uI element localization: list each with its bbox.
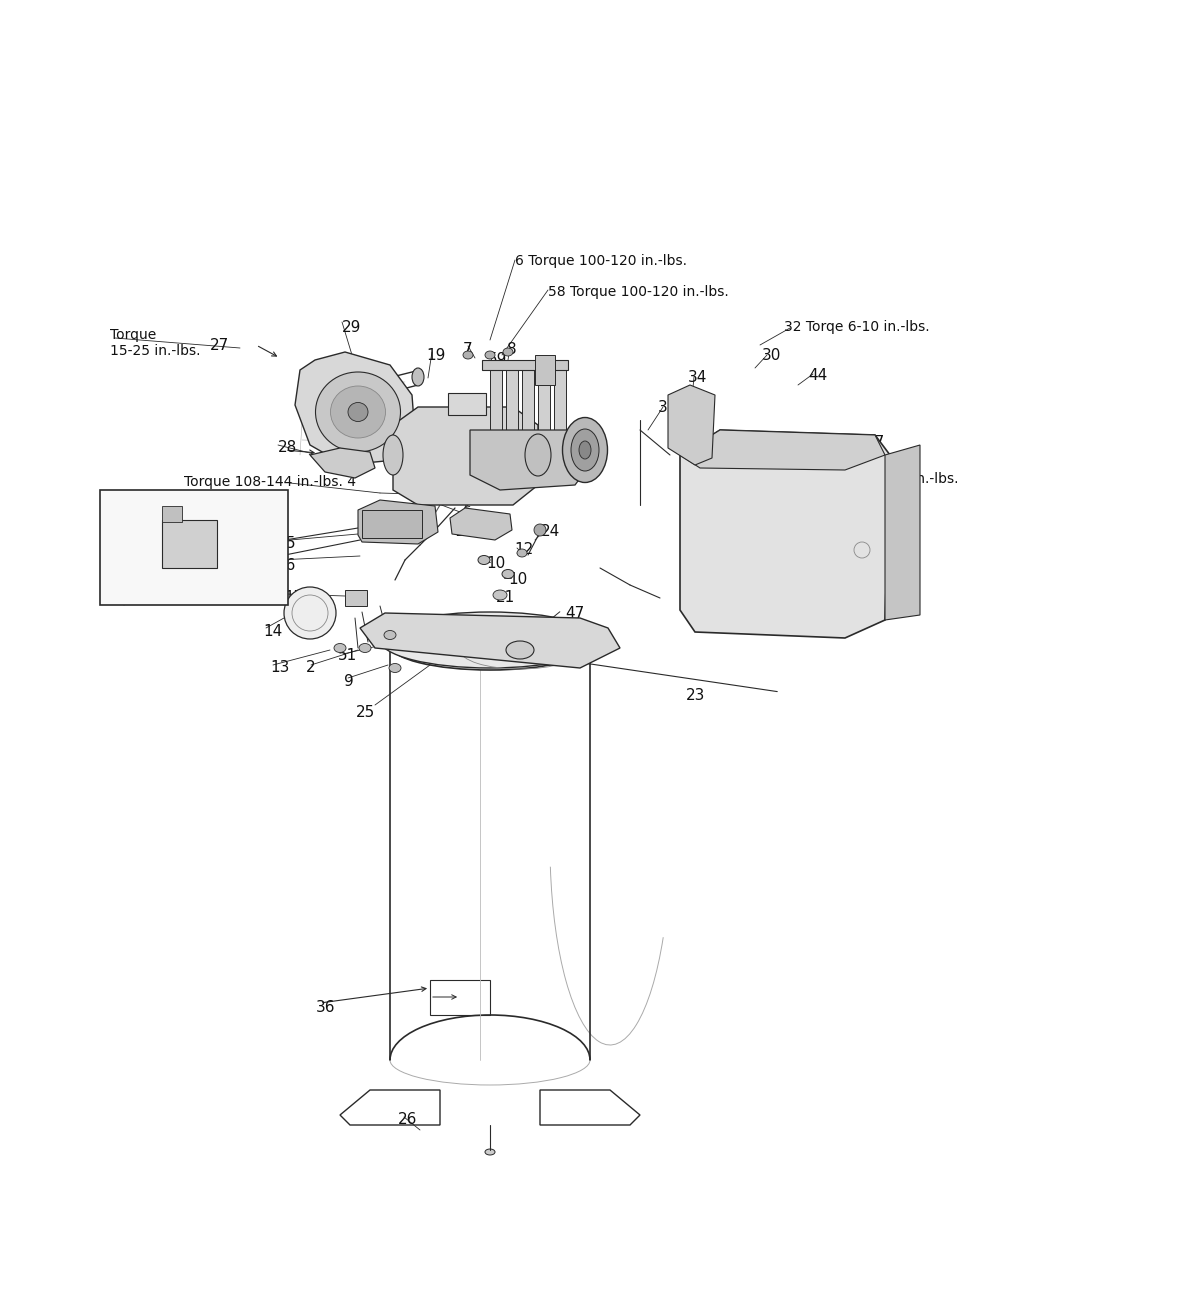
Text: 45: 45 [212, 510, 232, 525]
Text: 27: 27 [210, 338, 229, 353]
Ellipse shape [348, 402, 368, 422]
Circle shape [284, 586, 336, 639]
Ellipse shape [502, 570, 514, 579]
Text: 15-25 in.-lbs.: 15-25 in.-lbs. [110, 344, 200, 358]
Polygon shape [482, 360, 568, 370]
Bar [362, 510, 422, 538]
Text: 25: 25 [356, 705, 376, 721]
Text: 34: 34 [688, 370, 707, 385]
Text: 6 Torque 100-120 in.-lbs.: 6 Torque 100-120 in.-lbs. [515, 254, 686, 268]
Text: 3: 3 [410, 490, 420, 505]
Text: Torque: Torque [110, 327, 156, 342]
Text: 14: 14 [263, 624, 282, 639]
Text: 59: 59 [488, 352, 508, 367]
Text: 23: 23 [686, 688, 706, 703]
Polygon shape [310, 449, 374, 478]
Text: 10: 10 [486, 556, 505, 571]
Text: 13: 13 [270, 660, 289, 675]
Bar [162, 507, 182, 522]
Text: 5: 5 [286, 536, 295, 550]
Text: 17: 17 [284, 590, 304, 605]
Text: 33: 33 [658, 400, 678, 415]
Text: 7: 7 [463, 342, 473, 357]
Text: 44: 44 [808, 367, 827, 383]
Text: 58 Torque 100-120 in.-lbs.: 58 Torque 100-120 in.-lbs. [548, 285, 728, 299]
Ellipse shape [380, 612, 600, 668]
Text: 8: 8 [508, 342, 517, 357]
Text: 10: 10 [508, 572, 527, 586]
Polygon shape [450, 508, 512, 540]
Polygon shape [668, 385, 715, 465]
Text: Torque 108-144 in.-lbs. 4: Torque 108-144 in.-lbs. 4 [184, 476, 356, 489]
Ellipse shape [493, 590, 508, 599]
Text: customer: customer [119, 526, 185, 540]
Ellipse shape [334, 643, 346, 652]
Polygon shape [680, 431, 890, 638]
Polygon shape [522, 360, 534, 431]
Polygon shape [886, 445, 920, 620]
Text: For: For [119, 510, 140, 525]
Text: 32 Torqe 6-10 in.-lbs.: 32 Torqe 6-10 in.-lbs. [784, 320, 930, 334]
Text: 18: 18 [454, 525, 473, 539]
Text: 29: 29 [342, 320, 361, 335]
Polygon shape [506, 360, 518, 431]
Ellipse shape [463, 351, 473, 360]
Text: 2: 2 [306, 660, 316, 675]
Text: 15-25 in.-lbs.: 15-25 in.-lbs. [868, 472, 959, 486]
Text: 47: 47 [565, 606, 584, 621]
Polygon shape [490, 360, 502, 431]
FancyBboxPatch shape [100, 490, 288, 605]
Text: 26: 26 [398, 1112, 418, 1127]
Polygon shape [554, 360, 566, 431]
Ellipse shape [330, 385, 385, 438]
Ellipse shape [383, 434, 403, 476]
Ellipse shape [580, 441, 592, 459]
Polygon shape [538, 360, 550, 431]
Text: 16: 16 [276, 558, 295, 574]
Ellipse shape [316, 373, 401, 452]
Polygon shape [358, 500, 438, 544]
Ellipse shape [412, 367, 424, 385]
Text: 19: 19 [426, 348, 445, 363]
Ellipse shape [485, 351, 496, 360]
Bar [162, 519, 217, 568]
Polygon shape [470, 431, 590, 490]
Text: 28: 28 [278, 440, 298, 455]
Text: 21: 21 [496, 590, 515, 605]
Polygon shape [680, 431, 886, 470]
Bar [346, 590, 367, 606]
Text: wiring: wiring [119, 541, 162, 556]
Text: 9: 9 [344, 674, 354, 690]
Ellipse shape [517, 549, 527, 557]
Ellipse shape [526, 434, 551, 476]
Text: 12: 12 [514, 541, 533, 557]
Ellipse shape [485, 1148, 496, 1155]
Ellipse shape [359, 643, 371, 652]
Text: 30: 30 [762, 348, 781, 363]
Bar [535, 354, 554, 385]
Polygon shape [360, 614, 620, 668]
Text: 36: 36 [316, 1000, 336, 1014]
Text: 49: 49 [208, 527, 227, 541]
Text: Torque: Torque [868, 455, 914, 469]
Text: 51: 51 [338, 648, 358, 663]
Ellipse shape [563, 418, 607, 482]
Ellipse shape [503, 348, 514, 356]
Ellipse shape [478, 556, 490, 565]
Circle shape [534, 525, 546, 536]
Ellipse shape [384, 630, 396, 639]
Bar [448, 393, 486, 415]
Text: 24: 24 [541, 525, 560, 539]
Text: 20: 20 [538, 362, 557, 376]
Ellipse shape [389, 664, 401, 673]
Polygon shape [295, 352, 415, 465]
Polygon shape [394, 407, 538, 505]
Bar [430, 980, 490, 1014]
Ellipse shape [571, 429, 599, 470]
Text: 27: 27 [866, 434, 886, 450]
Ellipse shape [506, 641, 534, 659]
